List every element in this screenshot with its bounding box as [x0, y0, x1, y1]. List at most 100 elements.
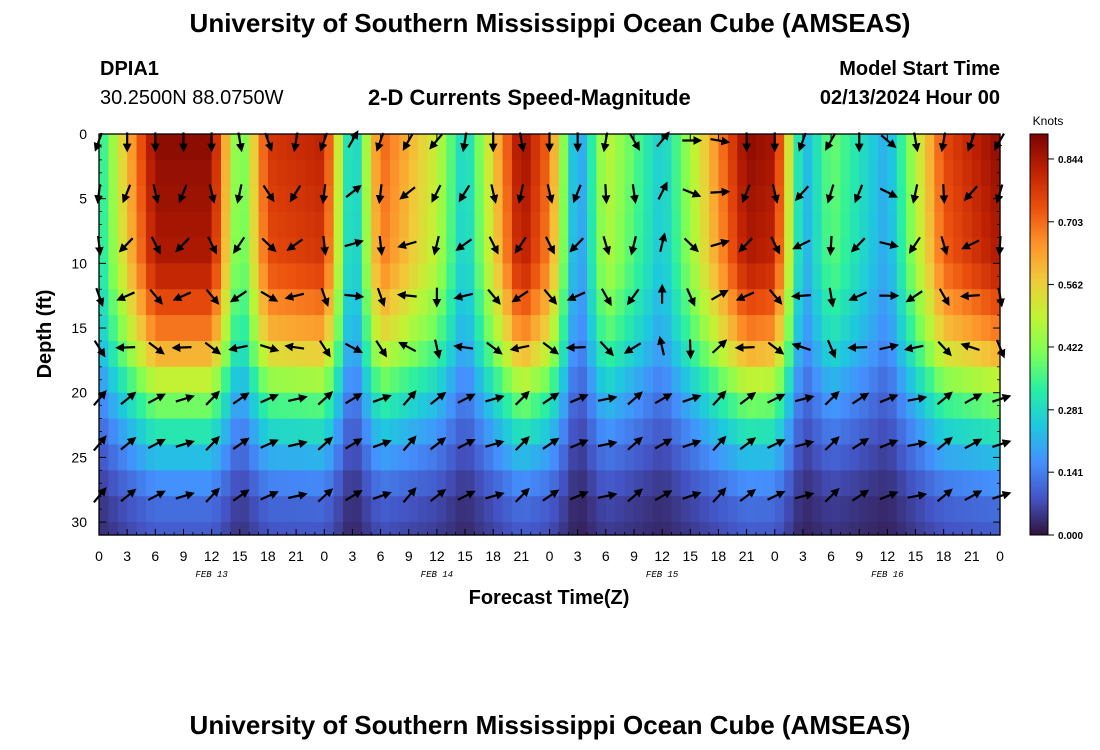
heat-cell — [455, 496, 466, 523]
heat-cell — [953, 418, 964, 446]
heat-cell — [859, 496, 870, 523]
current-vector — [907, 439, 928, 449]
heat-cell — [624, 366, 635, 394]
heat-cell — [493, 237, 504, 264]
heat-cell — [887, 315, 898, 342]
heat-cell — [934, 470, 945, 497]
heat-cell — [802, 237, 813, 264]
heat-cell — [164, 418, 175, 446]
heat-cell — [737, 159, 748, 187]
current-vector — [847, 343, 868, 352]
heat-cell — [267, 392, 278, 420]
heat-cell — [793, 392, 804, 420]
heat-cell — [652, 522, 663, 536]
heat-cell — [174, 315, 185, 342]
heat-cell — [849, 522, 860, 536]
heat-cell — [192, 315, 203, 342]
current-vector — [455, 238, 473, 251]
heat-cell — [812, 263, 823, 290]
heat-cell — [709, 522, 720, 536]
heat-cell — [164, 134, 175, 161]
heat-cell — [765, 340, 776, 368]
heat-cell — [709, 159, 720, 187]
heat-cell — [436, 522, 447, 536]
current-vector — [682, 188, 702, 198]
y-tick-label: 10 — [71, 255, 87, 271]
heat-cell — [877, 315, 888, 342]
heat-cell — [117, 366, 128, 394]
current-vector — [175, 439, 195, 448]
heat-cell — [587, 444, 598, 471]
heat-cell — [671, 159, 682, 187]
heat-cell — [399, 496, 410, 523]
heat-cell — [530, 366, 541, 394]
heat-cell — [230, 211, 241, 239]
heat-cell — [568, 444, 579, 471]
heat-cell — [371, 496, 382, 523]
heat-cell — [680, 340, 691, 368]
x-tick-label: 21 — [288, 548, 304, 564]
current-vector — [940, 235, 949, 256]
current-vector — [848, 291, 867, 301]
heat-cell — [840, 444, 851, 471]
heat-cell — [718, 237, 729, 264]
heat-cell — [164, 185, 175, 213]
heat-cell — [521, 289, 532, 316]
heat-cell — [887, 134, 898, 161]
heat-cell — [333, 159, 344, 187]
heat-cell — [877, 392, 888, 420]
heat-cell — [389, 340, 400, 368]
heat-cell — [868, 366, 879, 394]
heat-cell — [596, 211, 607, 239]
current-vector — [207, 236, 217, 255]
heat-cell — [465, 340, 476, 368]
heat-cell — [277, 444, 288, 471]
heat-cell — [408, 211, 419, 239]
heat-cell — [418, 366, 429, 394]
current-vector — [372, 393, 392, 403]
current-vector — [208, 184, 217, 204]
heat-cell — [343, 159, 354, 187]
heat-cell — [483, 185, 494, 213]
heat-cell — [333, 211, 344, 239]
heat-cell — [793, 159, 804, 187]
heat-cell — [540, 470, 551, 497]
current-vector — [623, 342, 642, 354]
heat-cell — [643, 496, 654, 523]
heat-cell — [343, 263, 354, 290]
heat-cell — [99, 134, 109, 161]
heat-cell — [258, 289, 269, 316]
heat-cell — [840, 237, 851, 264]
heat-cell — [418, 289, 429, 316]
heat-cell — [155, 392, 166, 420]
current-vector — [372, 490, 392, 500]
heat-cell — [990, 470, 1001, 497]
current-vector — [791, 342, 811, 351]
current-vector — [794, 439, 815, 448]
heat-cell — [493, 366, 504, 394]
heat-cell — [587, 470, 598, 497]
x-tick-label: 0 — [95, 548, 103, 564]
heat-cell — [211, 211, 222, 239]
heat-cell — [784, 263, 795, 290]
heat-cell — [145, 444, 156, 471]
heat-cell — [155, 366, 166, 394]
heat-cell — [680, 237, 691, 264]
heat-cell — [727, 496, 738, 523]
heat-cell — [558, 185, 569, 213]
heat-cell — [643, 237, 654, 264]
heat-cell — [690, 159, 701, 187]
heat-cell — [709, 366, 720, 394]
heat-cell — [277, 392, 288, 420]
heat-cell — [540, 392, 551, 420]
current-vector — [960, 342, 980, 351]
heat-cell — [305, 185, 316, 213]
heat-cell — [746, 237, 757, 264]
heat-cell — [943, 418, 954, 446]
heat-cell — [812, 134, 823, 161]
heat-cell — [962, 315, 973, 342]
current-vector — [739, 437, 757, 451]
heat-cell — [662, 444, 673, 471]
current-vector — [284, 342, 305, 352]
heat-cell — [652, 496, 663, 523]
